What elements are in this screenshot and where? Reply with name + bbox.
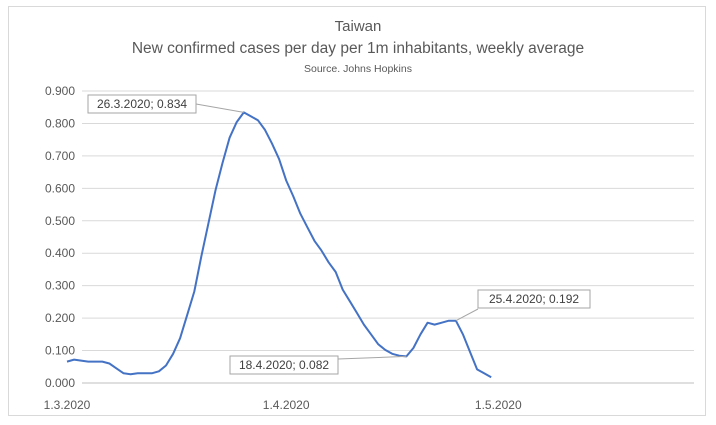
y-tick-label: 0.500 (45, 214, 75, 228)
y-tick-label: 0.000 (45, 376, 75, 390)
x-tick-label: 1.5.2020 (475, 398, 522, 412)
y-tick-label: 0.600 (45, 181, 75, 195)
chart-subtitle: New confirmed cases per day per 1m inhab… (131, 40, 585, 57)
y-tick-label: 0.300 (45, 279, 75, 293)
annotation-label: 26.3.2020; 0.834 (97, 97, 187, 111)
series-line (66, 111, 492, 379)
y-tick-label: 0.400 (45, 246, 75, 260)
y-tick-label: 0.700 (45, 149, 75, 163)
y-tick-label: 0.800 (45, 116, 75, 130)
chart-source: Source. Johns Hopkins (304, 63, 412, 75)
annotation-label: 18.4.2020; 0.082 (239, 358, 329, 372)
x-tick-label: 1.4.2020 (263, 398, 310, 412)
annotation-box (87, 94, 197, 114)
chart-title: Taiwan (334, 18, 382, 35)
y-tick-label: 0.900 (45, 84, 75, 98)
y-tick-label: 0.100 (45, 344, 75, 358)
annotation-label: 25.4.2020; 0.192 (489, 292, 579, 306)
annotation-box (477, 289, 591, 309)
y-tick-label: 0.200 (45, 311, 75, 325)
annotation-leader (337, 355, 407, 360)
annotation-leader (195, 103, 244, 113)
chart-frame (8, 6, 706, 416)
annotation-leader (455, 308, 479, 322)
x-tick-label: 1.3.2020 (44, 398, 91, 412)
annotation-box (229, 355, 339, 375)
